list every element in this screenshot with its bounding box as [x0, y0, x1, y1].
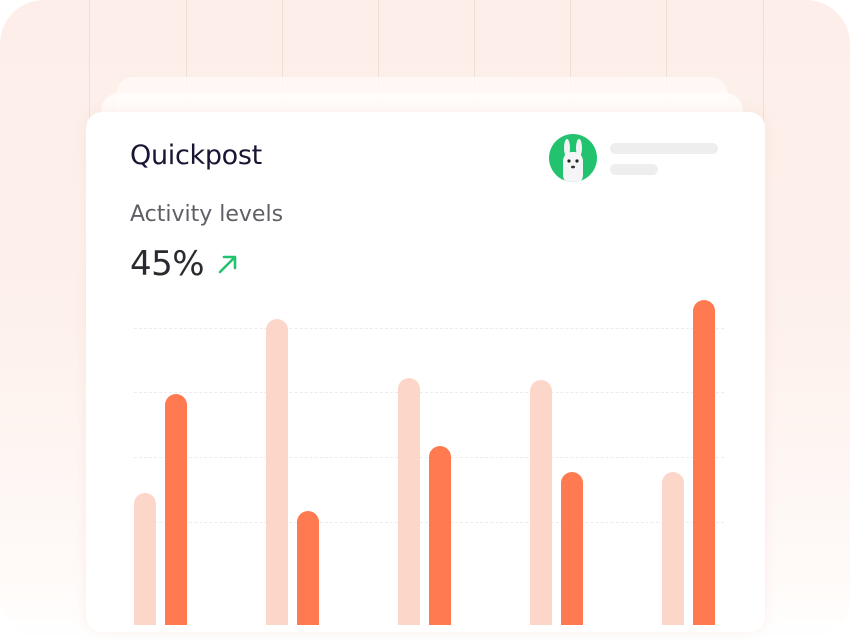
metric-value: 45%	[130, 244, 205, 284]
metric-label: Activity levels	[130, 202, 284, 227]
subtitle-placeholder	[610, 164, 658, 175]
bar-light-2	[266, 319, 288, 625]
bar-light-1	[134, 493, 156, 625]
bar-dark-1	[165, 394, 187, 625]
arrow-up-right-icon	[218, 255, 237, 274]
bar-light-5	[662, 472, 684, 625]
bar-light-4	[530, 380, 552, 625]
bar-dark-2	[297, 511, 319, 625]
bar-dark-5	[693, 300, 715, 625]
llama-avatar-icon	[549, 134, 597, 182]
bar-dark-4	[561, 472, 583, 625]
quickpost-card: Quickpost Activity levels 45%	[86, 112, 765, 632]
card-title: Quickpost	[130, 140, 262, 171]
bar-dark-3	[429, 446, 451, 625]
gridline	[134, 328, 724, 329]
gridline	[134, 392, 724, 393]
name-placeholder	[610, 143, 718, 154]
bar-light-3	[398, 378, 420, 625]
